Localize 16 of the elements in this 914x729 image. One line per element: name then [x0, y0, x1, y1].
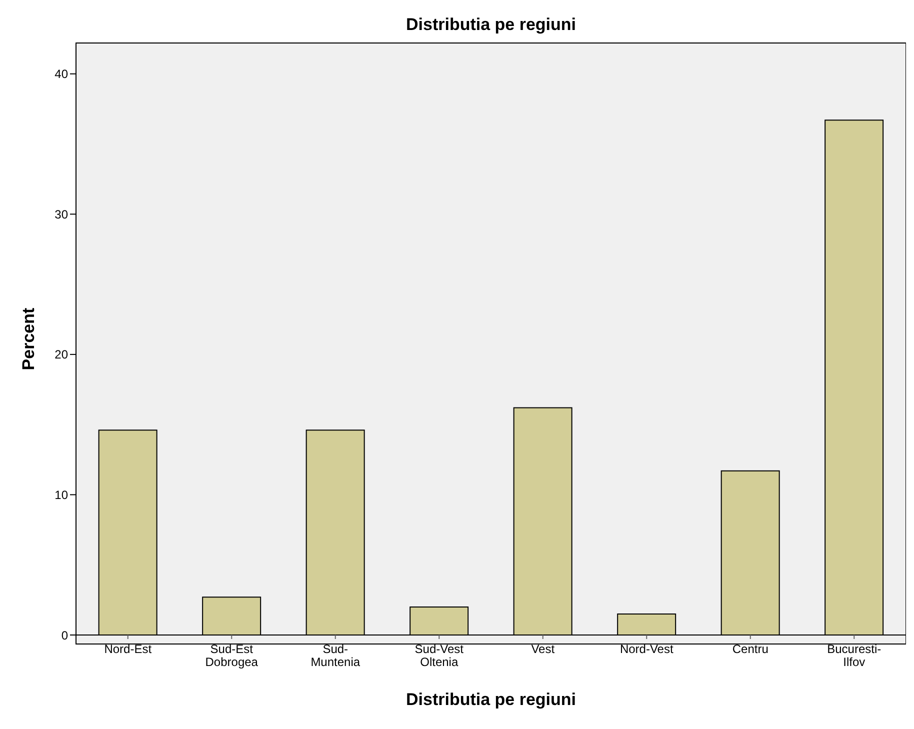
x-tick-label: Centru — [732, 642, 768, 656]
y-tick-label: 0 — [61, 628, 68, 642]
x-tick-label: Bucuresti-Ilfov — [827, 642, 882, 669]
y-axis-title: Percent — [19, 307, 38, 370]
y-tick-label: 20 — [54, 348, 68, 362]
y-tick-label: 40 — [54, 67, 68, 82]
y-tick-label: 30 — [54, 207, 68, 222]
x-tick-label: Nord-Vest — [620, 642, 674, 656]
y-tick-label: 10 — [54, 488, 68, 502]
x-tick-label: Vest — [531, 642, 556, 656]
x-tick-label: Sud-Est Dobrogea — [205, 642, 258, 669]
x-tick-label: Sud-Vest Oltenia — [414, 642, 464, 669]
chart-title: Distributia pe regiuni — [406, 15, 576, 34]
x-axis-title: Distributia pe regiuni — [406, 690, 576, 709]
x-tick-label: Sud-Muntenia — [310, 642, 360, 669]
x-tick-label: Nord-Est — [104, 642, 152, 656]
